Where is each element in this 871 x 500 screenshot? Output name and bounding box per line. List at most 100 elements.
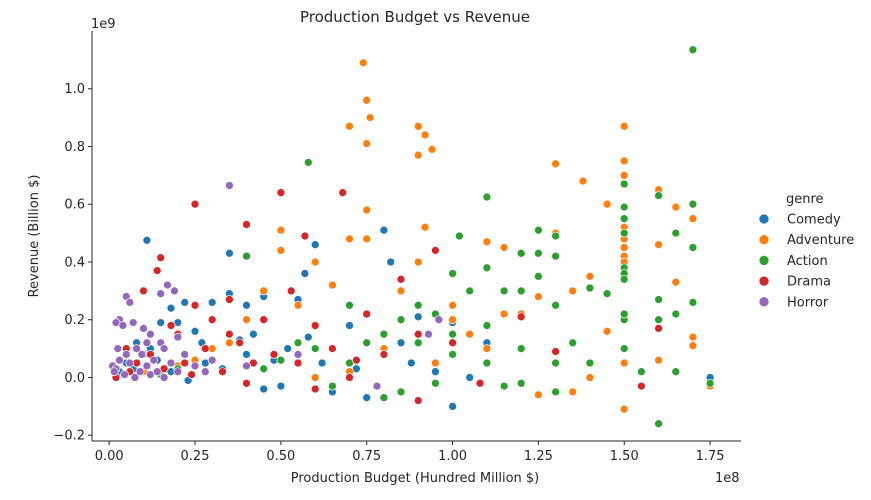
data-point-action-14 (534, 248, 543, 258)
data-point-action-61 (619, 309, 629, 319)
data-point-horror-5 (125, 298, 135, 307)
data-point-horror-13 (173, 332, 183, 342)
data-point-adventure-15 (602, 199, 612, 209)
data-point-adventure-21 (345, 234, 354, 244)
data-point-drama-10 (286, 286, 296, 296)
data-point-horror-23 (166, 358, 176, 368)
x-offset-text: 1e8 (715, 471, 740, 486)
data-point-drama-28 (242, 378, 251, 388)
data-point-action-22 (482, 263, 492, 273)
data-point-drama-17 (310, 321, 320, 330)
data-point-horror-10 (139, 324, 148, 333)
x-tick-label: 0.25 (181, 449, 210, 464)
data-point-comedy-39 (465, 373, 475, 382)
data-point-action-32 (396, 315, 406, 325)
y-tick-label: 0.2 (64, 313, 85, 328)
data-point-drama-35 (235, 338, 245, 348)
data-point-drama-22 (551, 347, 560, 356)
data-point-adventure-55 (225, 338, 234, 348)
x-axis-label: Production Budget (Hundred Million $) (291, 471, 540, 486)
data-point-comedy-16 (345, 321, 354, 330)
x-tick-label: 1.00 (438, 449, 467, 464)
x-tick-label: 0.50 (266, 449, 295, 464)
y-tick-label: 0.0 (64, 371, 85, 386)
data-point-action-30 (345, 300, 354, 310)
data-point-action-42 (705, 378, 715, 388)
data-point-action-15 (516, 248, 526, 258)
data-point-drama-8 (139, 286, 148, 296)
data-point-horror-41 (137, 350, 147, 359)
data-point-action-3 (654, 191, 663, 200)
data-point-adventure-26 (619, 243, 629, 252)
data-point-drama-3 (242, 220, 251, 229)
data-point-action-9 (534, 225, 543, 235)
data-point-adventure-7 (427, 145, 437, 154)
data-point-adventure-38 (585, 272, 595, 281)
data-point-action-10 (551, 231, 560, 241)
data-point-adventure-2 (365, 113, 375, 122)
data-point-drama-4 (300, 231, 310, 241)
data-point-drama-32 (180, 358, 190, 368)
data-point-action-19 (619, 274, 629, 284)
data-point-comedy-1 (225, 248, 234, 258)
data-point-action-56 (568, 338, 578, 348)
y-tick-label: 0.8 (64, 140, 85, 155)
data-point-adventure-33 (499, 243, 509, 252)
data-point-action-12 (671, 228, 681, 238)
data-point-action-20 (585, 283, 595, 293)
data-point-drama-6 (156, 253, 166, 263)
data-point-comedy-8 (207, 298, 217, 307)
legend-label-comedy: Comedy (787, 213, 841, 228)
data-point-action-29 (242, 251, 251, 261)
data-point-action-54 (362, 338, 372, 348)
data-point-adventure-18 (362, 205, 372, 215)
legend-title: genre (786, 192, 824, 207)
data-point-adventure-17 (688, 214, 698, 224)
data-point-adventure-65 (310, 373, 320, 382)
data-point-adventure-59 (534, 390, 543, 400)
data-point-horror-8 (118, 321, 128, 330)
legend-label-action: Action (787, 254, 828, 269)
data-point-drama-23 (654, 324, 663, 333)
data-point-drama-34 (218, 367, 227, 377)
legend: genre Comedy Adventure Action Drama Horror (758, 192, 854, 310)
data-point-adventure-53 (259, 286, 269, 296)
data-point-drama-13 (207, 315, 217, 325)
data-point-drama-37 (293, 358, 303, 368)
data-point-adventure-4 (362, 139, 372, 148)
data-point-adventure-43 (448, 300, 457, 310)
data-point-action-25 (516, 286, 526, 296)
data-point-adventure-37 (568, 286, 578, 296)
data-point-action-24 (499, 286, 509, 296)
data-point-horror-1 (163, 280, 172, 290)
data-point-drama-33 (200, 344, 210, 353)
data-point-adventure-11 (619, 156, 629, 166)
y-tick-label: −0.2 (53, 429, 85, 444)
data-point-horror-33 (159, 373, 169, 382)
data-point-comedy-17 (413, 312, 423, 322)
data-point-adventure-47 (619, 404, 629, 414)
data-point-action-1 (303, 158, 313, 167)
data-point-adventure-23 (420, 222, 430, 232)
x-tick-label: 0.75 (352, 449, 381, 464)
data-point-action-43 (654, 419, 663, 429)
data-point-horror-11 (146, 329, 155, 339)
data-point-drama-11 (396, 274, 406, 284)
data-point-drama-20 (448, 338, 457, 348)
y-tick-label: 0.4 (64, 255, 85, 270)
data-point-horror-32 (152, 367, 162, 377)
data-point-adventure-10 (619, 121, 629, 131)
data-point-action-44 (551, 387, 560, 397)
data-point-horror-21 (142, 361, 152, 371)
legend-marker-adventure (758, 234, 770, 246)
data-point-drama-5 (431, 246, 440, 255)
data-point-action-48 (379, 393, 389, 403)
y-offset-text: 1e9 (91, 17, 116, 32)
data-point-adventure-12 (619, 171, 629, 180)
data-point-adventure-19 (276, 225, 286, 235)
data-point-action-55 (465, 286, 475, 296)
data-point-action-28 (688, 298, 698, 307)
axes-layer: 0.00 0.25 0.50 0.75 1.00 1.25 1.50 1.75 −0.2 0.0 0… (53, 31, 741, 464)
data-point-drama-7 (152, 266, 162, 275)
data-point-adventure-13 (578, 176, 588, 186)
